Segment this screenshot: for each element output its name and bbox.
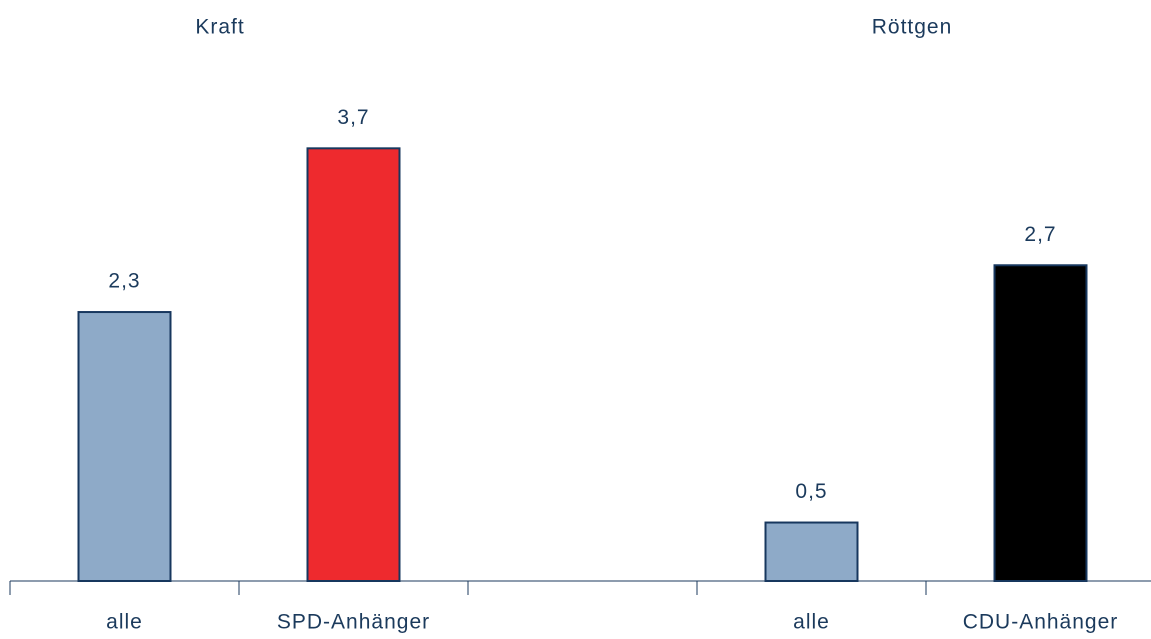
bar [306, 147, 401, 582]
bar [993, 264, 1088, 582]
bar [764, 521, 859, 583]
group-label: Kraft [195, 16, 244, 39]
group-label: Röttgen [872, 16, 953, 39]
value-label: 2,7 [1024, 223, 1056, 246]
bar [77, 311, 172, 582]
x-tick-label: alle [793, 611, 830, 634]
value-label: 0,5 [795, 480, 827, 503]
x-tick-label: SPD-Anhänger [277, 611, 430, 634]
value-label: 2,3 [108, 270, 140, 293]
x-tick-label: CDU-Anhänger [963, 611, 1119, 634]
value-label: 3,7 [337, 106, 369, 129]
x-tick-label: alle [106, 611, 143, 634]
